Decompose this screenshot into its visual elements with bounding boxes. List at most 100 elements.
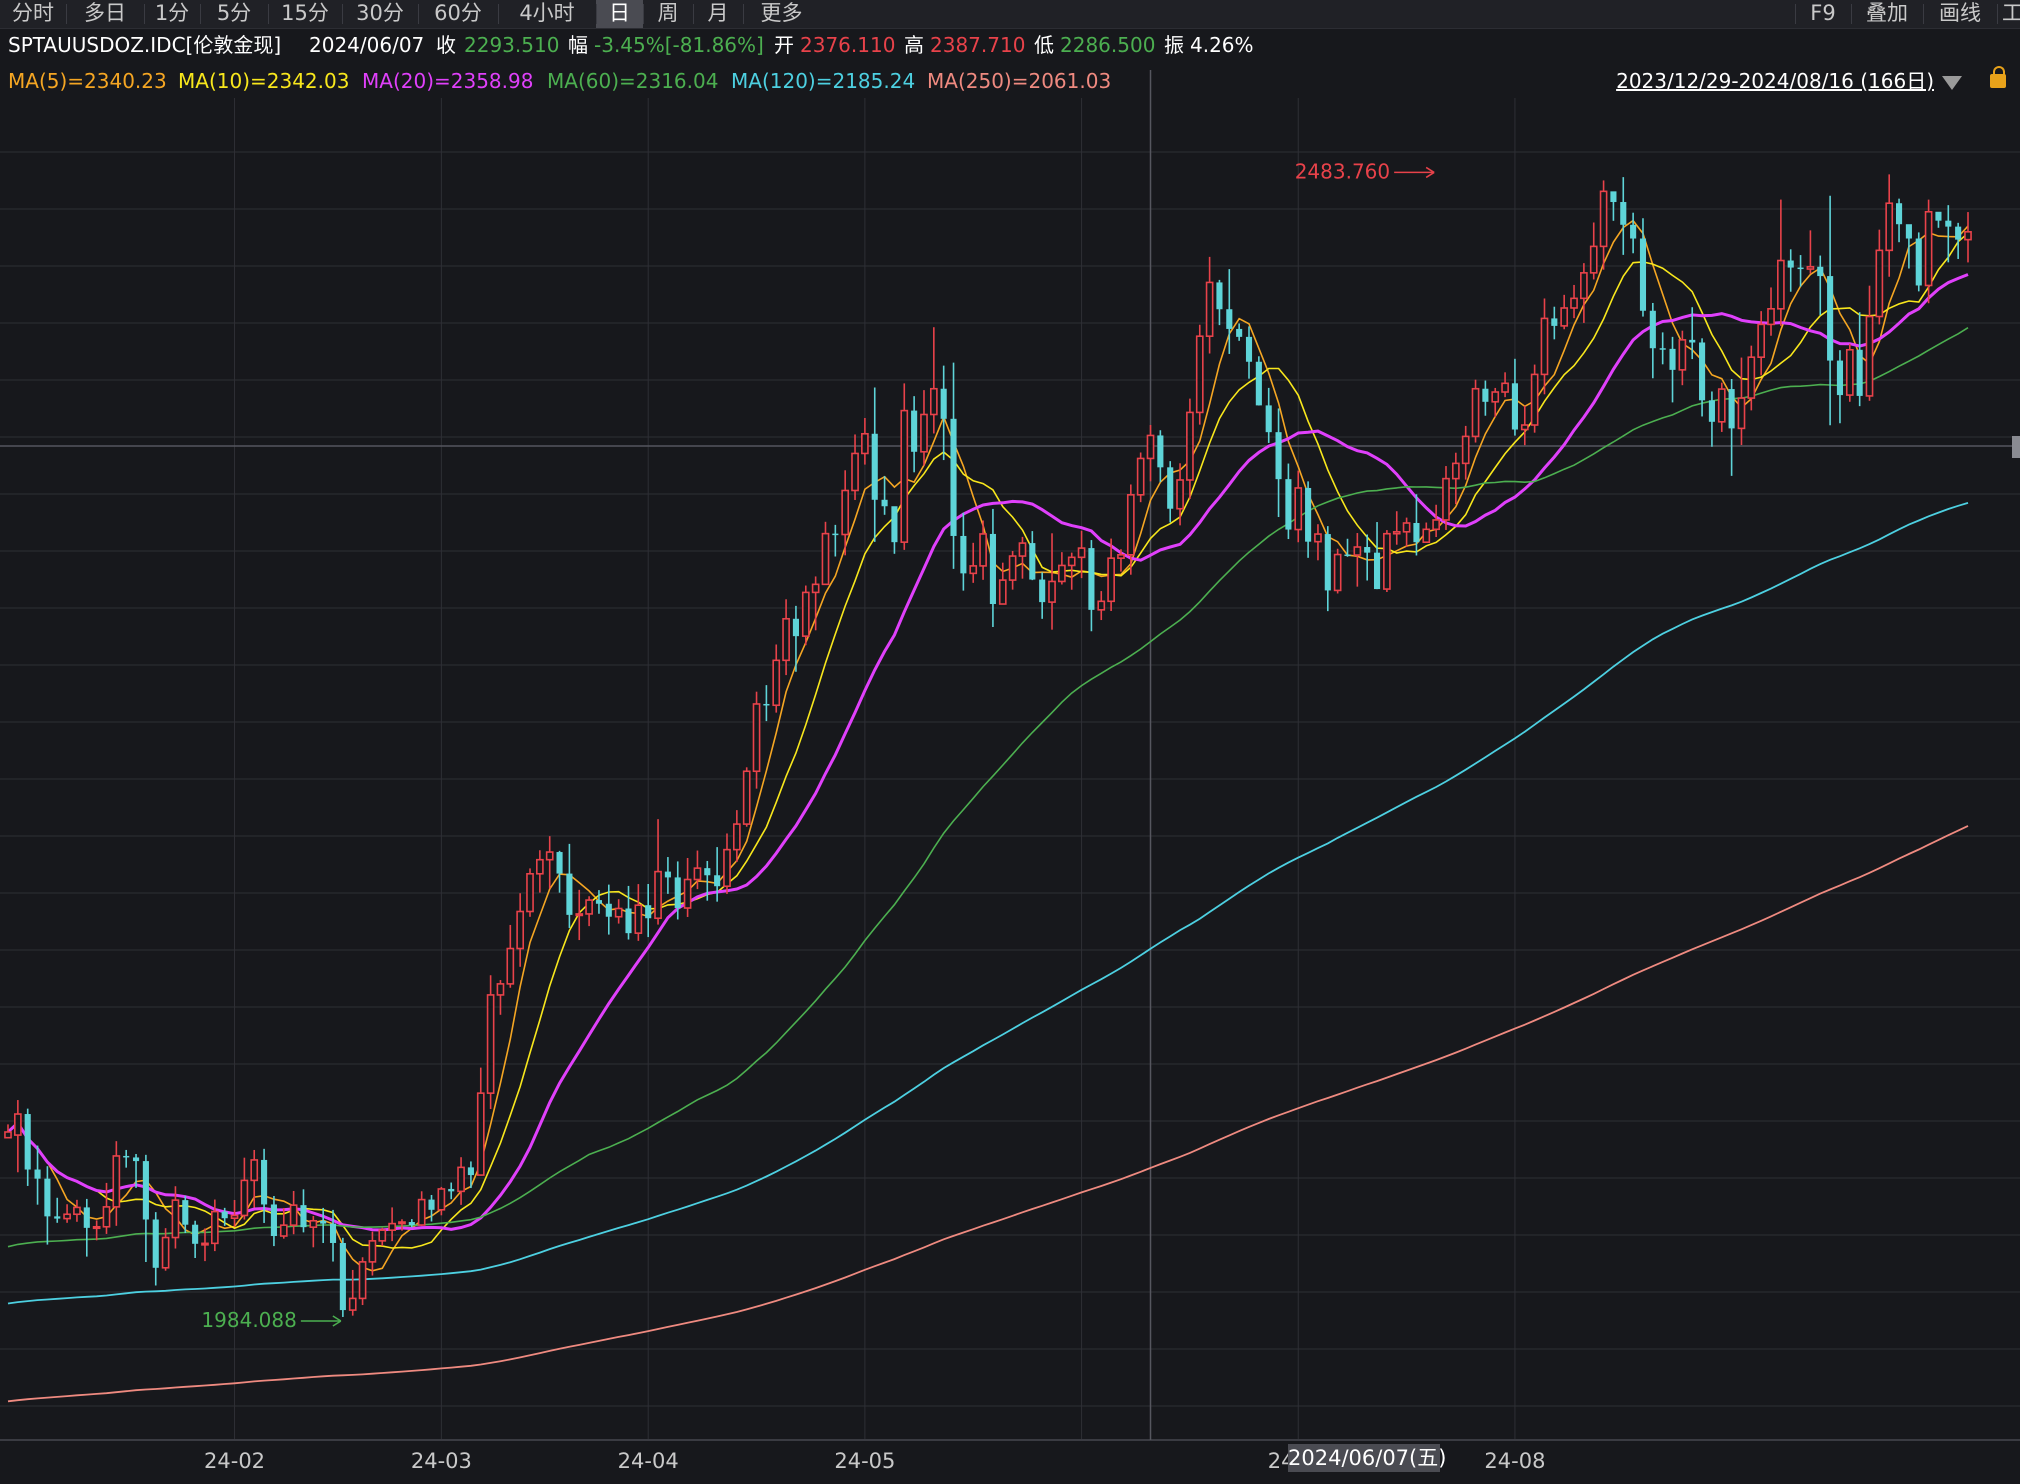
- candle-body-up: [476, 1092, 485, 1176]
- tab-4[interactable]: 15分: [281, 1, 329, 25]
- tab-9[interactable]: 周: [657, 1, 679, 25]
- candle-body-down: [1305, 487, 1312, 542]
- ma-legend-item: MA(250)=2061.03: [927, 69, 1112, 93]
- right-tab-1[interactable]: 叠加: [1866, 1, 1908, 25]
- tab-separator: [596, 4, 597, 24]
- ma-legend-item: MA(20)=2358.98: [362, 69, 534, 93]
- tab-2[interactable]: 1分: [154, 1, 190, 25]
- candle-body-down: [1689, 339, 1696, 343]
- candle-body-up: [1048, 580, 1056, 603]
- candle-body-down: [625, 908, 632, 934]
- candle-body-up: [348, 1297, 357, 1311]
- candle-body-down: [123, 1155, 130, 1158]
- candle-body-down: [940, 388, 947, 419]
- candle-body-up: [506, 947, 515, 985]
- price-edge-marker: [2012, 436, 2020, 458]
- candle-body-down: [1827, 276, 1834, 361]
- tab-6[interactable]: 60分: [434, 1, 482, 25]
- candle-body-down: [152, 1219, 159, 1268]
- candle-body-down: [832, 533, 839, 536]
- candle-body-down: [911, 410, 918, 452]
- candle-body-up: [102, 1206, 111, 1228]
- candle-body-up: [1136, 457, 1145, 496]
- candle-body-up: [368, 1240, 377, 1263]
- candle-body-up: [457, 1166, 465, 1193]
- tab-0[interactable]: 分时: [12, 1, 54, 25]
- candle-body-up: [289, 1204, 298, 1226]
- candle-body-down: [1659, 348, 1666, 350]
- tab-separator: [342, 4, 343, 24]
- candle-body-up: [1767, 308, 1775, 326]
- tab-8[interactable]: 日: [596, 0, 643, 28]
- candle-body-down: [34, 1169, 41, 1179]
- candle-body-up: [614, 907, 623, 918]
- tab-5[interactable]: 30分: [356, 1, 404, 25]
- candle-body-up: [1757, 323, 1766, 358]
- candle-body-down: [1935, 211, 1942, 221]
- candle-body-down: [792, 618, 799, 637]
- tab-1[interactable]: 多日: [84, 1, 126, 25]
- low-label: 低: [1034, 33, 1054, 57]
- range-dropdown-icon[interactable]: [1942, 76, 1962, 90]
- info-symbol: SPTAUUSDOZ.IDC[伦敦金现]: [8, 33, 282, 57]
- candle-body-down: [1817, 266, 1824, 277]
- date-range-selector[interactable]: 2023/12/29-2024/08/16 (166日): [1616, 69, 1934, 93]
- candle-body-down: [1620, 202, 1627, 225]
- candle-body-up: [1845, 348, 1854, 396]
- candle-body-up: [723, 848, 731, 888]
- tab-separator: [743, 4, 744, 24]
- candle-body-down: [1649, 310, 1656, 349]
- candle-body-up: [13, 1113, 22, 1136]
- candle-body-down: [960, 535, 967, 574]
- tab-7[interactable]: 4小时: [519, 1, 575, 25]
- tab-11[interactable]: 更多: [760, 1, 803, 25]
- candle-body-up: [1560, 307, 1569, 327]
- candle-body-down: [871, 433, 878, 500]
- candle-body-up: [1530, 373, 1539, 426]
- ma-line-120: [7, 502, 1969, 1305]
- candle-body-up: [1806, 265, 1815, 270]
- close-label: 收: [436, 33, 456, 57]
- candle-body-up: [1570, 297, 1578, 309]
- candle-body-up: [1964, 231, 1972, 241]
- candle-body-up: [920, 413, 928, 453]
- right-tab-0[interactable]: F9: [1810, 1, 1836, 25]
- ma-line-20: [6, 273, 1969, 1232]
- candle-body-up: [900, 409, 909, 543]
- candle-body-up: [1924, 210, 1933, 287]
- candle-body-up: [821, 532, 830, 586]
- tab-separator: [1923, 4, 1924, 24]
- candle-body-up: [575, 913, 584, 917]
- candle-body-up: [742, 770, 751, 825]
- candle-body-up: [417, 1198, 426, 1226]
- x-tick-label: 24-08: [1484, 1449, 1545, 1473]
- annotation-arrowhead: [1425, 166, 1435, 179]
- candle-body-down: [1344, 554, 1351, 557]
- candle-body-down: [1088, 548, 1095, 610]
- candle-body-up: [250, 1159, 259, 1182]
- candle-body-up: [279, 1224, 288, 1237]
- right-tab-2[interactable]: 画线: [1939, 1, 1981, 25]
- tab-3[interactable]: 5分: [216, 1, 252, 25]
- candle-body-up: [782, 617, 790, 662]
- close-value: 2293.510: [464, 33, 560, 57]
- candle-body-up: [1008, 555, 1017, 581]
- candle-body-down: [261, 1159, 268, 1205]
- candle-body-down: [1324, 534, 1331, 591]
- amp-value: 4.26%: [1190, 33, 1254, 57]
- amp-label: 振: [1164, 33, 1184, 57]
- candle-body-up: [752, 703, 761, 773]
- candle-body-up: [969, 565, 978, 575]
- candle-body-down: [645, 905, 652, 919]
- right-tab-3[interactable]: 工: [2002, 1, 2020, 25]
- candle-body-down: [1787, 260, 1794, 268]
- candle-body-down: [1955, 226, 1962, 240]
- lock-icon[interactable]: [1990, 66, 2006, 88]
- candle-body-up: [1314, 533, 1322, 543]
- candle-body-down: [1285, 479, 1292, 530]
- tab-separator: [1795, 4, 1796, 24]
- tab-10[interactable]: 月: [707, 1, 729, 25]
- candle-body-up: [516, 910, 525, 950]
- candle-body-down: [83, 1207, 90, 1228]
